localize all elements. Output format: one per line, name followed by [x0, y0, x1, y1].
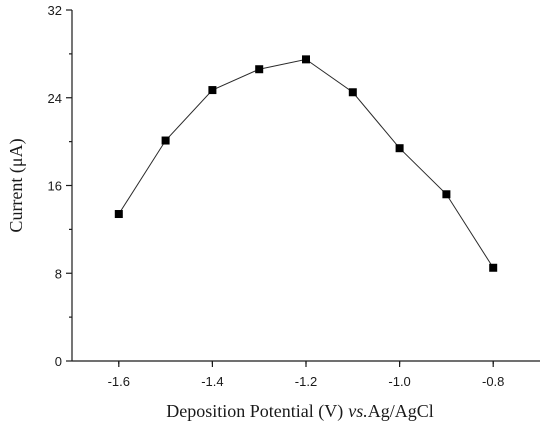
x-axis-title-vs: vs. [348, 401, 368, 421]
x-tick-label: -1.6 [108, 374, 130, 389]
data-point [255, 65, 264, 74]
y-tick-label: 24 [48, 91, 62, 106]
y-tick-label: 16 [48, 179, 62, 194]
y-tick-label: 0 [55, 354, 62, 369]
x-tick-label: -1.2 [295, 374, 317, 389]
y-tick-label: 32 [48, 3, 62, 18]
data-point [348, 88, 357, 97]
x-ticks: -1.6 -1.4 -1.2 -1.0 -0.8 [108, 361, 504, 389]
data-point [395, 144, 404, 153]
x-axis-title-main: Deposition Potential (V) [166, 401, 343, 422]
series-group [114, 55, 498, 272]
data-point [161, 136, 170, 145]
data-point [442, 190, 451, 199]
data-point [302, 55, 310, 64]
y-tick-label: 8 [55, 266, 62, 281]
x-tick-label: -0.8 [482, 374, 504, 389]
x-axis-title: Deposition Potential (V) vs.Ag/AgCl [166, 401, 434, 422]
y-ticks: 0 8 16 24 32 [48, 3, 72, 369]
data-point [489, 263, 498, 272]
x-tick-label: -1.4 [201, 374, 223, 389]
series-line [118, 58, 494, 269]
x-axis-title-ref: Ag/AgCl [368, 401, 434, 421]
y-axis-title: Current (μA) [6, 138, 27, 232]
x-tick-label: -1.0 [388, 374, 410, 389]
data-point [114, 210, 123, 219]
data-point [208, 86, 217, 95]
